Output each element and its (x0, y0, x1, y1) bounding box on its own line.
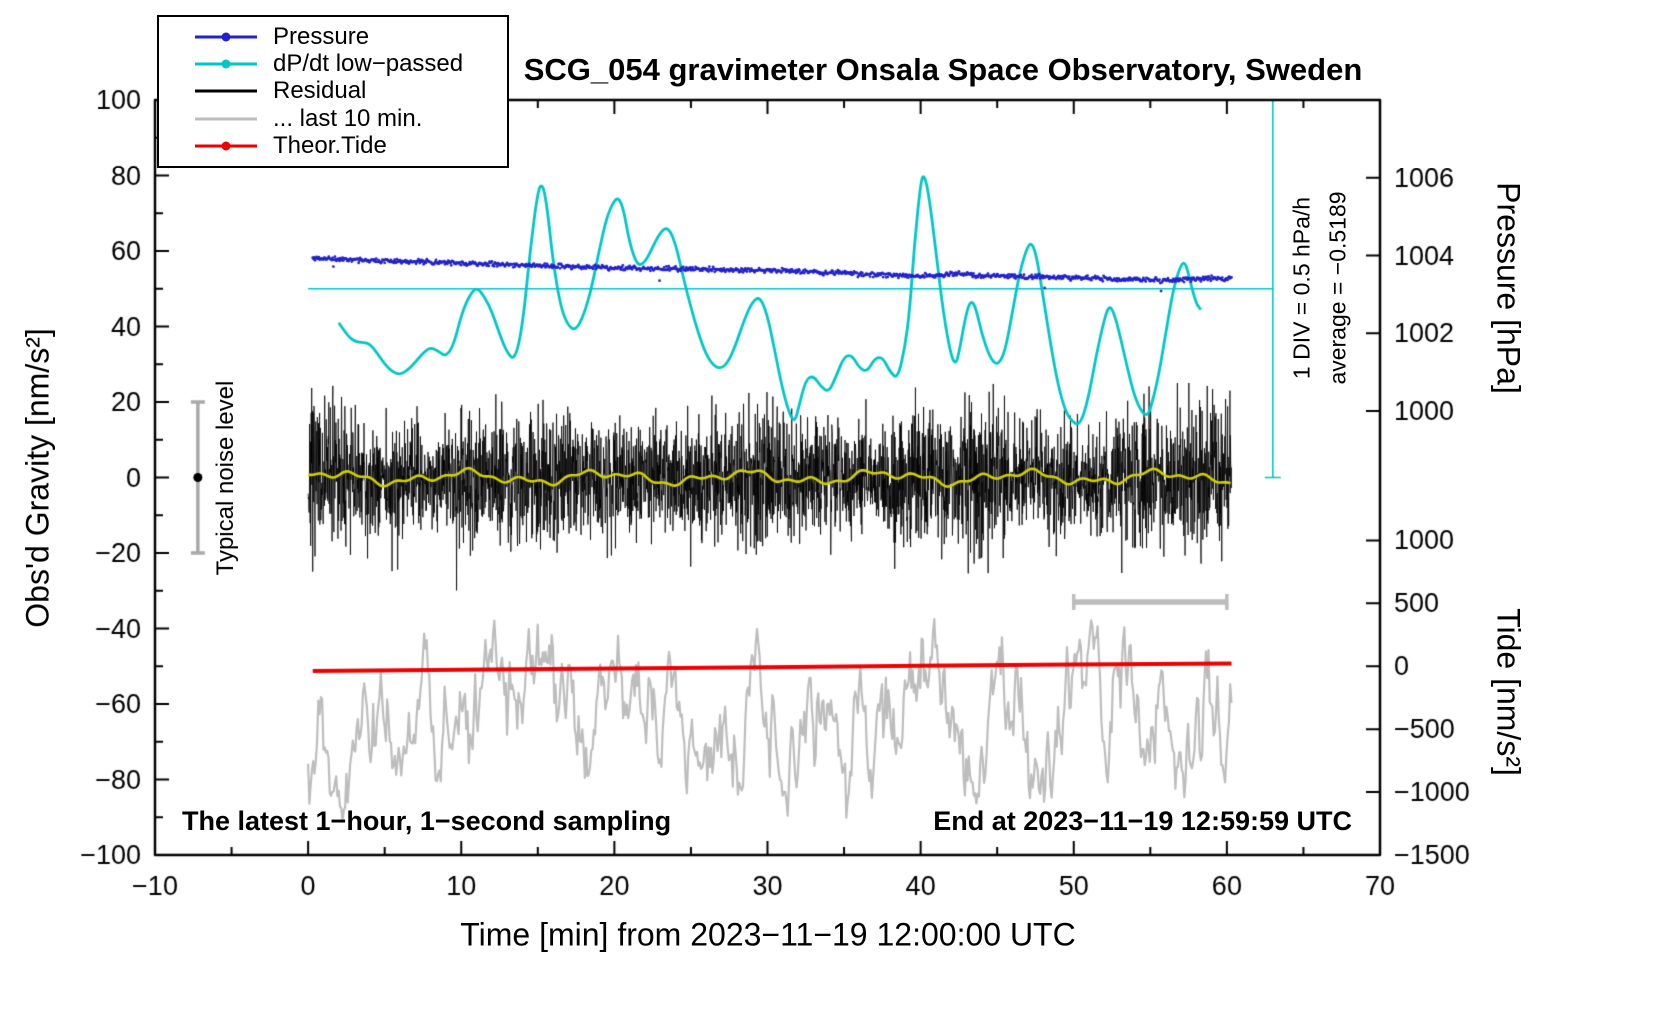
x-axis-title: Time [min] from 2023−11−19 12:00:00 UTC (460, 916, 1076, 953)
typical-noise-level-label: Typical noise level (212, 380, 239, 576)
y-axis-title-pressure: Pressure [hPa] (1490, 182, 1527, 394)
average-value-label: average = −0.5189 (1324, 191, 1351, 385)
chart-title: SCG_054 gravimeter Onsala Space Observat… (523, 52, 1363, 87)
theortide-line-sample (195, 135, 257, 157)
residual-line-icon (195, 89, 257, 93)
legend: Pressure dP/dt low−passed Residual ... l… (157, 15, 509, 168)
pressure-line-sample (195, 26, 257, 48)
residual-line-sample (195, 80, 257, 102)
theortide-dot-icon (221, 141, 231, 151)
last10-line-icon (195, 117, 257, 121)
legend-item-pressure: Pressure (159, 22, 507, 50)
div-scale-label: 1 DIV = 0.5 hPa/h (1288, 196, 1315, 380)
legend-label-last10: ... last 10 min. (273, 104, 423, 132)
last10-line-sample (195, 108, 257, 130)
legend-label-dpdt: dP/dt low−passed (273, 50, 464, 78)
end-time-label: End at 2023−11−19 12:59:59 UTC (933, 806, 1352, 836)
legend-item-residual: Residual (159, 77, 507, 105)
legend-item-last10: ... last 10 min. (159, 104, 507, 132)
dpdt-dot-icon (221, 59, 231, 69)
legend-item-dpdt: dP/dt low−passed (159, 50, 507, 78)
sampling-info-label: The latest 1−hour, 1−second sampling (182, 806, 672, 836)
legend-label-pressure: Pressure (273, 22, 370, 50)
pressure-dot-icon (221, 32, 231, 42)
y-axis-title-gravity: Obs'd Gravity [nm/s²] (19, 328, 56, 628)
legend-item-theortide: Theor.Tide (159, 132, 507, 160)
y-axis-title-tide: Tide [nm/s²] (1490, 608, 1527, 776)
legend-label-residual: Residual (273, 77, 367, 105)
legend-label-theortide: Theor.Tide (273, 132, 387, 160)
dpdt-line-sample (195, 53, 257, 75)
